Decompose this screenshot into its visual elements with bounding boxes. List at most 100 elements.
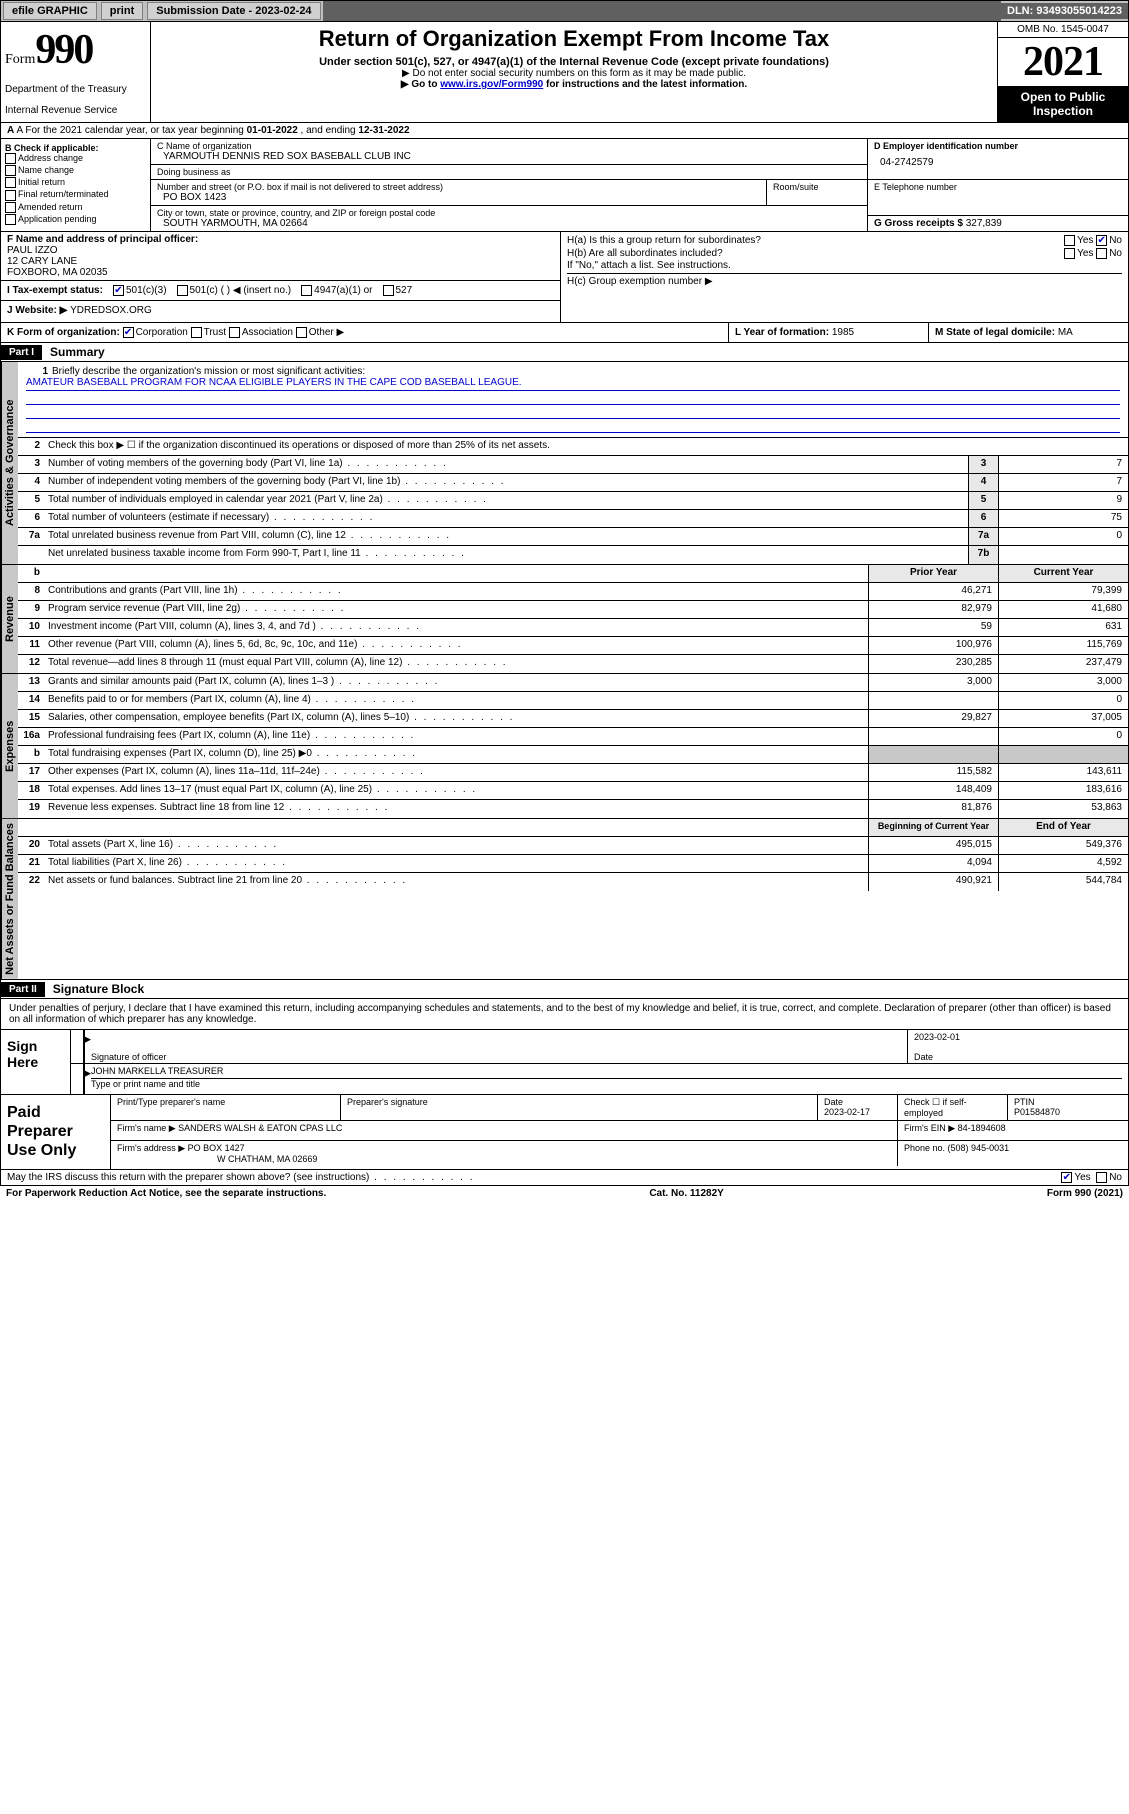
footer: For Paperwork Reduction Act Notice, see … bbox=[0, 1186, 1129, 1201]
data-line-16a: 16aProfessional fundraising fees (Part I… bbox=[18, 728, 1128, 746]
line-desc: Number of independent voting members of … bbox=[44, 474, 968, 491]
cb-trust[interactable] bbox=[191, 327, 202, 338]
goto-pre: ▶ Go to bbox=[401, 79, 440, 90]
paid-right: Print/Type preparer's name Preparer's si… bbox=[111, 1095, 1128, 1169]
hb-yes-cb[interactable] bbox=[1064, 248, 1075, 259]
street-value: PO BOX 1423 bbox=[157, 192, 760, 203]
firm-ein-cell: Firm's EIN ▶ 84-1894608 bbox=[898, 1121, 1128, 1140]
efile-topbar: efile GRAPHIC print Submission Date - 20… bbox=[0, 0, 1129, 22]
irs-form990-link[interactable]: www.irs.gov/Form990 bbox=[440, 79, 543, 90]
line-desc: Net unrelated business taxable income fr… bbox=[44, 546, 968, 564]
hb-no-cb[interactable] bbox=[1096, 248, 1107, 259]
ptin: P01584870 bbox=[1014, 1107, 1060, 1117]
line-desc: Total unrelated business revenue from Pa… bbox=[44, 528, 968, 545]
cb-527[interactable]: 527 bbox=[383, 285, 413, 296]
mission-blank-3 bbox=[26, 419, 1120, 433]
part-ii-header: Part II Signature Block bbox=[0, 980, 1129, 999]
row-klm: K Form of organization: Corporation Trus… bbox=[0, 323, 1129, 343]
org-name: YARMOUTH DENNIS RED SOX BASEBALL CLUB IN… bbox=[157, 151, 861, 162]
data-line-20: 20Total assets (Part X, line 16)495,0155… bbox=[18, 837, 1128, 855]
cb-name-change[interactable]: Name change bbox=[5, 165, 146, 176]
rowA-pre: A For the 2021 calendar year, or tax yea… bbox=[16, 125, 246, 136]
firm-name-cell: Firm's name ▶ SANDERS WALSH & EATON CPAS… bbox=[111, 1121, 898, 1140]
line-box: 7b bbox=[968, 546, 998, 564]
line-num: 8 bbox=[18, 583, 44, 600]
line-num: 16a bbox=[18, 728, 44, 745]
data-line-14: 14Benefits paid to or for members (Part … bbox=[18, 692, 1128, 710]
vtab-net: Net Assets or Fund Balances bbox=[1, 819, 18, 979]
box-c-address: Number and street (or P.O. box if mail i… bbox=[151, 180, 868, 231]
cb-4947a1[interactable]: 4947(a)(1) or bbox=[301, 285, 372, 296]
may-irs-no-cb[interactable] bbox=[1096, 1172, 1107, 1183]
sign-here-label: Sign Here bbox=[1, 1030, 71, 1094]
line-desc: Salaries, other compensation, employee b… bbox=[44, 710, 868, 727]
ha-yes-cb[interactable] bbox=[1064, 235, 1075, 246]
line-desc: Total expenses. Add lines 13–17 (must eq… bbox=[44, 782, 868, 799]
cb-501c3[interactable]: 501(c)(3) bbox=[113, 285, 167, 296]
prior-val: 148,409 bbox=[868, 782, 998, 799]
line-desc: Other revenue (Part VIII, column (A), li… bbox=[44, 637, 868, 654]
cb-amended-return[interactable]: Amended return bbox=[5, 202, 146, 213]
line-desc: Number of voting members of the governin… bbox=[44, 456, 968, 473]
prior-val: 3,000 bbox=[868, 674, 998, 691]
gross-value: 327,839 bbox=[966, 218, 1002, 229]
ha-no-cb[interactable] bbox=[1096, 235, 1107, 246]
line-num: 19 bbox=[18, 800, 44, 818]
box-f: F Name and address of principal officer:… bbox=[7, 234, 554, 278]
signature-intro: Under penalties of perjury, I declare th… bbox=[0, 999, 1129, 1030]
sign-here-block: Sign Here Signature of officer 2023-02-0… bbox=[0, 1030, 1129, 1095]
prior-val: 100,976 bbox=[868, 637, 998, 654]
row-a-tax-year: A A For the 2021 calendar year, or tax y… bbox=[0, 123, 1129, 139]
line-desc: Revenue less expenses. Subtract line 18 … bbox=[44, 800, 868, 818]
cb-final-return[interactable]: Final return/terminated bbox=[5, 189, 146, 200]
data-line-17: 17Other expenses (Part IX, column (A), l… bbox=[18, 764, 1128, 782]
col-fij: F Name and address of principal officer:… bbox=[1, 232, 561, 322]
hb-label: H(b) Are all subordinates included? bbox=[567, 248, 723, 259]
submission-date: Submission Date - 2023-02-24 bbox=[147, 2, 320, 20]
line-desc: Total number of individuals employed in … bbox=[44, 492, 968, 509]
data-line-9: 9Program service revenue (Part VIII, lin… bbox=[18, 601, 1128, 619]
h-a: H(a) Is this a group return for subordin… bbox=[567, 234, 1122, 247]
print-button[interactable]: print bbox=[101, 2, 143, 20]
beginning-year-head: Beginning of Current Year bbox=[868, 819, 998, 836]
cb-corporation[interactable] bbox=[123, 327, 134, 338]
line-val: 7 bbox=[998, 474, 1128, 491]
header-mid: Return of Organization Exempt From Incom… bbox=[151, 22, 998, 122]
current-val: 143,611 bbox=[998, 764, 1128, 781]
hc-label: H(c) Group exemption number ▶ bbox=[567, 276, 713, 287]
data-line-13: 13Grants and similar amounts paid (Part … bbox=[18, 674, 1128, 692]
rowA-mid: , and ending bbox=[298, 125, 359, 136]
open-public-2: Inspection bbox=[1033, 104, 1093, 118]
line-box: 3 bbox=[968, 456, 998, 473]
firm-ein: 84-1894608 bbox=[958, 1123, 1006, 1133]
cb-other[interactable] bbox=[296, 327, 307, 338]
current-val: 4,592 bbox=[998, 855, 1128, 872]
prep-selfemp: Check ☐ if self-employed bbox=[898, 1095, 1008, 1120]
current-val: 237,479 bbox=[998, 655, 1128, 673]
rev-body: b Prior Year Current Year 8Contributions… bbox=[18, 565, 1128, 673]
cat-no: Cat. No. 11282Y bbox=[649, 1188, 723, 1199]
cb-application-pending[interactable]: Application pending bbox=[5, 214, 146, 225]
rowA-end: 12-31-2022 bbox=[358, 125, 409, 136]
city-value: SOUTH YARMOUTH, MA 02664 bbox=[157, 218, 861, 229]
line-desc: Contributions and grants (Part VIII, lin… bbox=[44, 583, 868, 600]
may-irs-yes-cb[interactable] bbox=[1061, 1172, 1072, 1183]
room-label: Room/suite bbox=[773, 182, 861, 192]
section-expenses: Expenses 13Grants and similar amounts pa… bbox=[0, 674, 1129, 819]
line-num: 18 bbox=[18, 782, 44, 799]
gov-line-3: 3Number of voting members of the governi… bbox=[18, 456, 1128, 474]
subdate-value: 2023-02-24 bbox=[255, 5, 311, 17]
line-num: 15 bbox=[18, 710, 44, 727]
current-val: 3,000 bbox=[998, 674, 1128, 691]
f-street: 12 CARY LANE bbox=[7, 256, 77, 267]
gov-line-7b: Net unrelated business taxable income fr… bbox=[18, 546, 1128, 564]
cb-association[interactable] bbox=[229, 327, 240, 338]
cb-address-change[interactable]: Address change bbox=[5, 153, 146, 164]
line2-desc: Check this box ▶ ☐ if the organization d… bbox=[44, 438, 1128, 455]
cb-501c[interactable]: 501(c) ( ) ◀ (insert no.) bbox=[177, 285, 292, 296]
line-desc: Total assets (Part X, line 16) bbox=[44, 837, 868, 854]
f-name: PAUL IZZO bbox=[7, 245, 58, 256]
dln-label: DLN: bbox=[1007, 5, 1036, 17]
cb-initial-return[interactable]: Initial return bbox=[5, 177, 146, 188]
current-val: 544,784 bbox=[998, 873, 1128, 891]
